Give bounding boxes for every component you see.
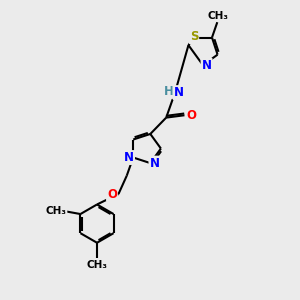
Text: N: N xyxy=(149,157,159,169)
Text: O: O xyxy=(186,109,196,122)
Text: N: N xyxy=(174,86,184,99)
Text: CH₃: CH₃ xyxy=(86,260,107,270)
Text: O: O xyxy=(107,188,117,200)
Text: N: N xyxy=(124,151,134,164)
Text: H: H xyxy=(164,85,173,98)
Text: N: N xyxy=(202,59,212,72)
Text: CH₃: CH₃ xyxy=(46,206,67,216)
Text: S: S xyxy=(190,30,198,43)
Text: CH₃: CH₃ xyxy=(207,11,228,21)
